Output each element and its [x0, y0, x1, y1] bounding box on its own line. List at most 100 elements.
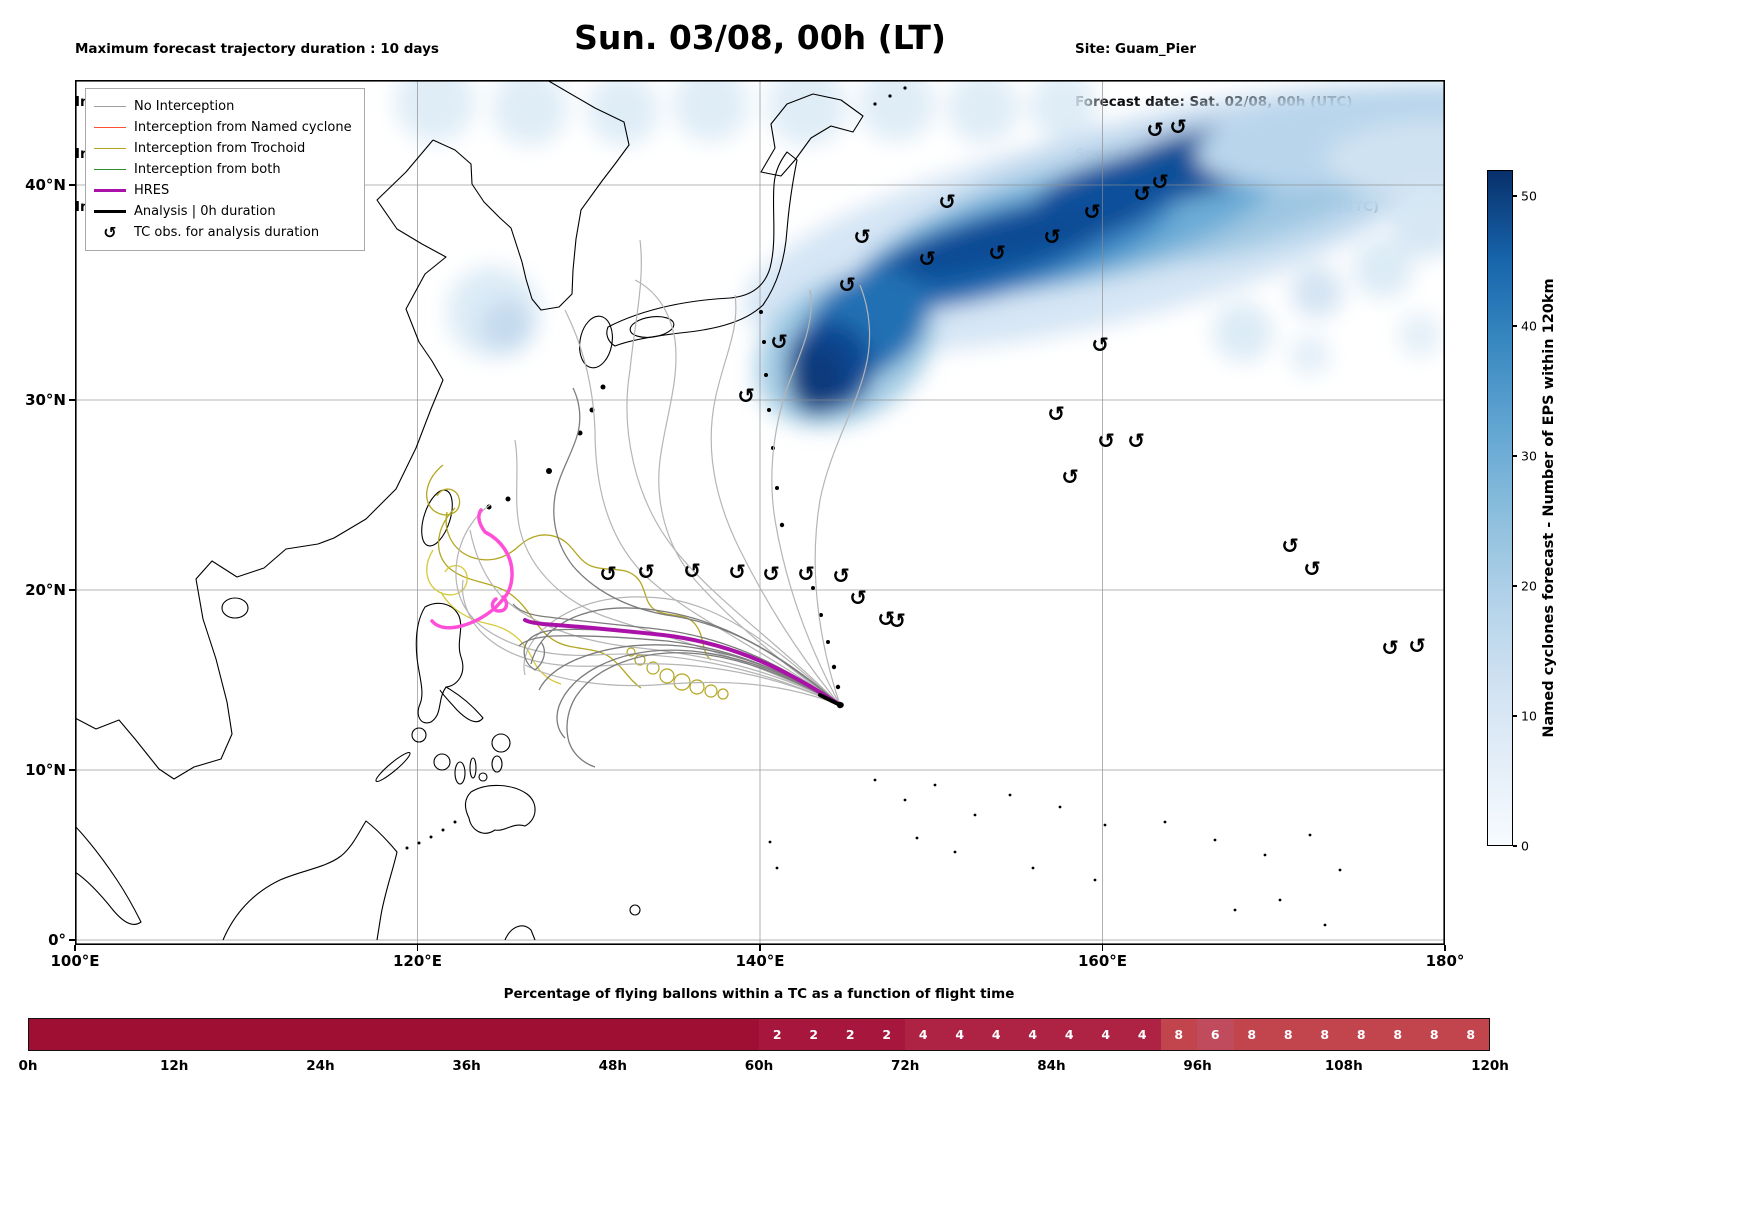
coastline-borneo	[222, 820, 398, 941]
tc-obs-marker: ↺	[1146, 118, 1164, 142]
balloon-bar-segment: 2	[868, 1019, 905, 1050]
tc-obs-marker: ↺	[1127, 429, 1145, 453]
balloon-x-tick-label: 0h	[18, 1058, 38, 1074]
legend: No Interception Interception from Named c…	[85, 88, 365, 251]
legend-item: Interception from Trochoid	[94, 138, 352, 159]
balloon-x-tick-label: 36h	[452, 1058, 481, 1074]
tc-obs-marker: ↺	[1061, 465, 1079, 489]
balloon-bar-segment	[394, 1019, 431, 1050]
legend-line-sample	[94, 210, 126, 213]
legend-line-swatch	[94, 127, 126, 128]
legend-line-sample	[94, 127, 126, 128]
tc-obs-marker: ↺	[853, 225, 871, 249]
tc-obs-marker: ↺	[1281, 534, 1299, 558]
tc-obs-marker: ↺	[988, 241, 1006, 265]
x-tickmark	[759, 945, 761, 951]
balloon-bar-segment: 8	[1160, 1019, 1197, 1050]
tc-obs-marker: ↺	[1381, 636, 1399, 660]
balloon-bar-segment: 8	[1306, 1019, 1343, 1050]
site-line: Site: Guam_Pier	[1075, 41, 1197, 57]
hres-loop-pink	[490, 595, 509, 613]
tc-obs-marker: ↺	[797, 562, 815, 586]
balloon-bar-segment	[211, 1019, 248, 1050]
balloon-x-tick-label: 48h	[598, 1058, 627, 1074]
balloon-bar-segment	[686, 1019, 723, 1050]
balloon-bar-segment: 8	[1270, 1019, 1307, 1050]
legend-item: HRES	[94, 180, 352, 201]
balloon-x-tick-label: 96h	[1183, 1058, 1212, 1074]
map-frame	[75, 80, 1445, 945]
balloon-bar-segment: 2	[759, 1019, 796, 1050]
colorbar-tick-label: 20	[1521, 578, 1537, 594]
legend-item-label: Analysis | 0h duration	[134, 204, 276, 219]
colorbar-tickmark	[1513, 845, 1517, 847]
x-tick-label: 180°	[1425, 952, 1465, 970]
balloon-bar-segment	[430, 1019, 467, 1050]
balloon-x-tick-label: 120h	[1471, 1058, 1509, 1074]
balloon-bar-segment	[540, 1019, 577, 1050]
hres-track	[523, 618, 842, 707]
coastline-hokkaido	[760, 93, 864, 177]
island-samar	[491, 733, 511, 753]
legend-line-sample	[94, 106, 126, 107]
balloon-x-tick-label: 60h	[744, 1058, 774, 1074]
y-tickmark	[69, 939, 75, 941]
x-tick-label: 120°E	[392, 952, 443, 970]
legend-line-sample	[94, 148, 126, 149]
balloon-bar-segment: 4	[941, 1019, 978, 1050]
colorbar-tick-label: 40	[1521, 318, 1537, 334]
tc-obs-marker: ↺	[1303, 557, 1321, 581]
graticule	[75, 80, 1445, 945]
balloon-bar-segment: 2	[832, 1019, 869, 1050]
colorbar-tick-label: 0	[1521, 838, 1529, 854]
balloon-x-tick-label: 84h	[1037, 1058, 1066, 1074]
legend-line-swatch	[94, 189, 126, 192]
island-negros	[454, 761, 466, 785]
balloon-bar-segment	[102, 1019, 139, 1050]
colorbar-tickmark	[1513, 325, 1517, 327]
tc-obs-marker: ↺	[770, 330, 788, 354]
y-tickmark	[69, 589, 75, 591]
tc-obs-marker: ↺	[1083, 200, 1101, 224]
coastline-kyushu	[579, 315, 613, 369]
x-tickmark	[1101, 945, 1104, 951]
colorbar-tickmark	[1513, 455, 1517, 457]
tc-obs-marker: ↺	[637, 560, 655, 584]
figure-title: Sun. 03/08, 00h (LT)	[574, 18, 946, 57]
coastline-taiwan	[421, 489, 453, 547]
island-bohol	[478, 772, 488, 782]
island-panay	[433, 753, 451, 771]
balloon-x-tick-label: 72h	[890, 1058, 920, 1074]
y-tickmark	[69, 769, 75, 771]
balloon-bar-segment	[29, 1019, 66, 1050]
tc-obs-marker: ↺	[762, 562, 780, 586]
colorbar-tick-label: 10	[1521, 708, 1537, 724]
legend-line-swatch	[94, 169, 126, 170]
balloon-bar-segment	[248, 1019, 285, 1050]
balloon-bar-segment	[722, 1019, 759, 1050]
eps-density-field	[395, 80, 1445, 428]
balloon-bar-segment	[321, 1019, 358, 1050]
island-dots	[405, 86, 1342, 927]
legend-item: Interception from Named cyclone	[94, 117, 352, 138]
y-tickmark	[69, 184, 75, 186]
map-plot-area: ↺ ↺ ↺ ↺ ↺ ↺ ↺ ↺ ↺ ↺ ↺ ↺ ↺ ↺ ↺ ↺ ↺ ↺ ↺ ↺ ↺ ↺ ↺ ↺ ↺ ↺ ↺ ↺ ↺ ↺ ↺ ↺ No Inte…	[75, 80, 1445, 945]
map-svg: ↺ ↺↺↺↺↺↺ ↺↺ ↺↺↺ ↺↺↺↺ ↺↺↺↺↺ ↺ ↺ ↺ ↺ ↺ ↺↺↺↺↺ ↺	[75, 80, 1445, 945]
legend-item: ↺ TC obs. for analysis duration	[94, 222, 352, 243]
colorbar-tick-label: 50	[1521, 188, 1537, 204]
tc-obs-marker: ↺	[849, 586, 867, 610]
max-duration-line: Maximum forecast trajectory duration : 1…	[75, 41, 439, 57]
legend-line-sample	[94, 169, 126, 170]
coastline-bicol	[439, 686, 484, 723]
balloon-bar-segment: 4	[1014, 1019, 1051, 1050]
colorbar-tickmark	[1513, 585, 1517, 587]
legend-item-label: HRES	[134, 183, 170, 198]
balloon-bar-segment: 4	[1051, 1019, 1088, 1050]
legend-item-label: Interception from Named cyclone	[134, 120, 352, 135]
coastline-korea-russia	[432, 80, 630, 311]
tc-obs-marker: ↺	[1097, 429, 1115, 453]
colorbar-tick-label: 30	[1521, 448, 1537, 464]
y-tick-label: 10°N	[25, 761, 66, 779]
balloon-bar-segment: 4	[1087, 1019, 1124, 1050]
